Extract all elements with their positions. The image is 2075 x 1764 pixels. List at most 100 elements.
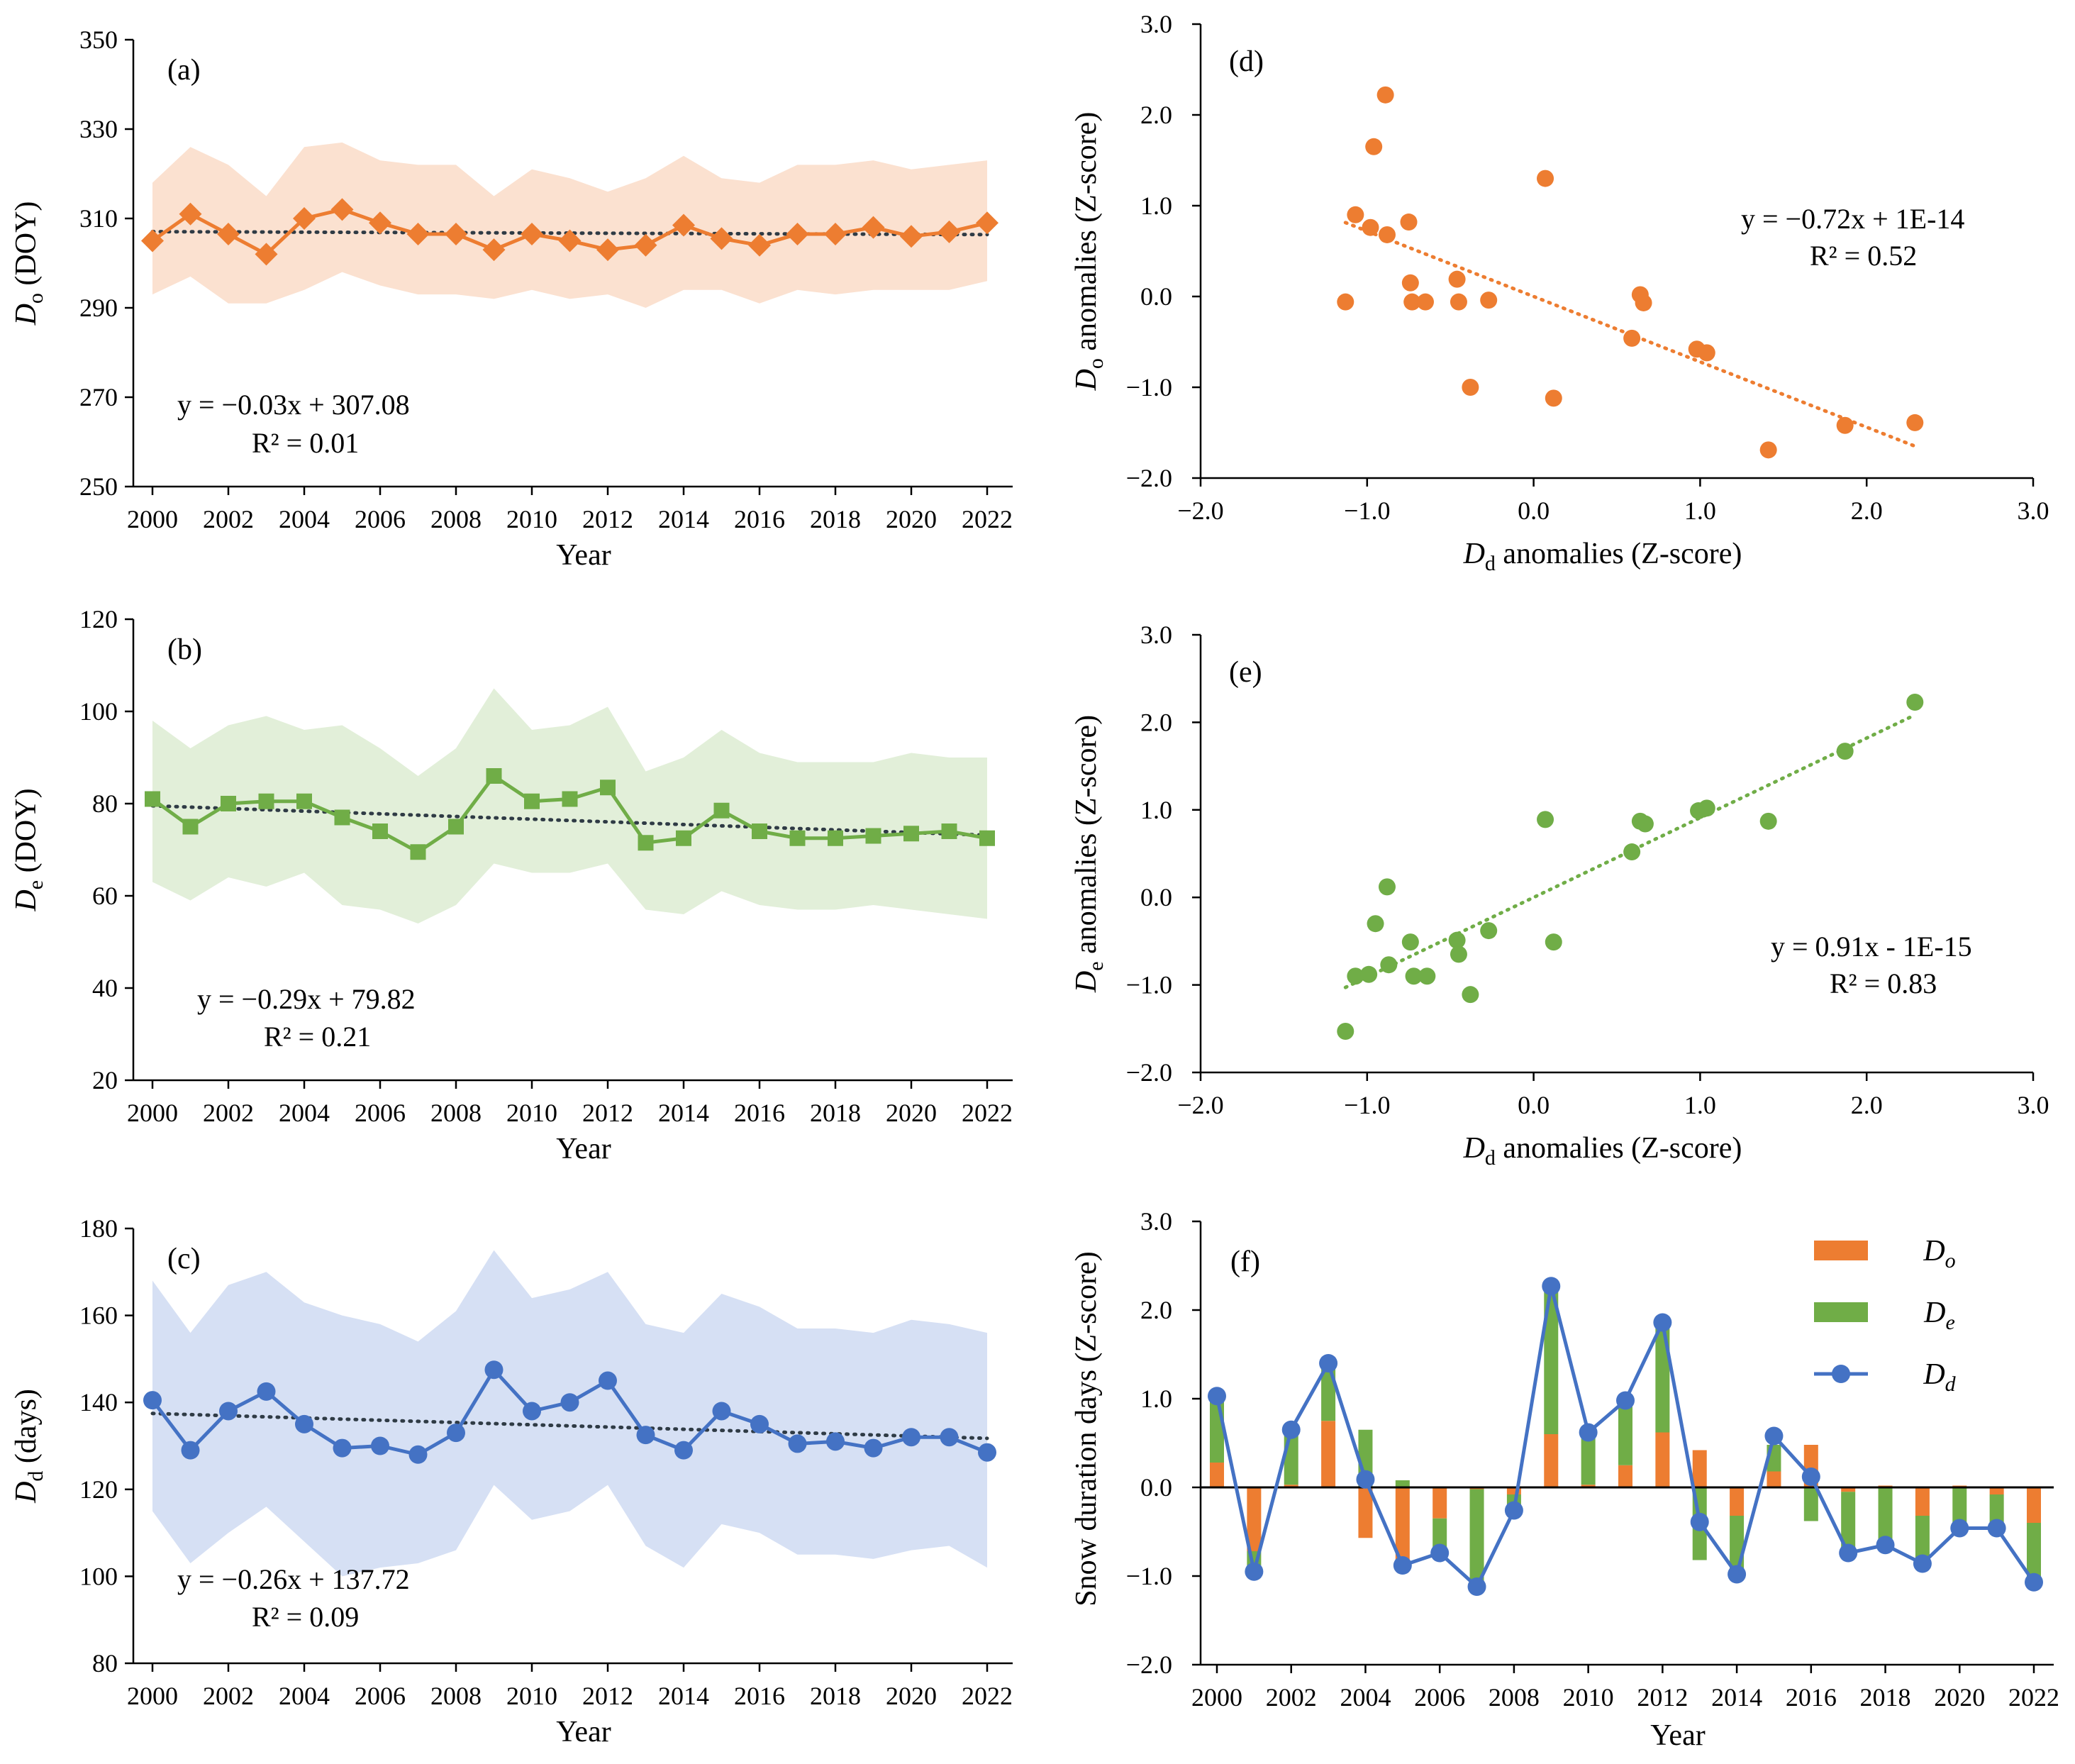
data-point: [1347, 967, 1364, 985]
panel-label: (b): [167, 633, 202, 666]
x-tick-label: 1.0: [1684, 1091, 1716, 1119]
y-tick-label: −1.0: [1126, 373, 1172, 401]
y-tick-label: 250: [79, 472, 118, 501]
x-tick-label: −1.0: [1344, 1091, 1390, 1119]
bar-Do-2015: [1767, 1471, 1781, 1487]
data-point-2015: [712, 1402, 731, 1421]
x-tick-label: 0.0: [1518, 497, 1550, 525]
y-axis-title: Do anomalies (Z-score): [1070, 112, 1108, 392]
data-point-2017: [786, 223, 809, 246]
y-tick-label: 270: [79, 383, 118, 411]
bar-Do-2021: [1989, 1487, 2004, 1494]
x-tick-label: 2016: [734, 1682, 785, 1710]
regression-equation: y = −0.29x + 79.82: [197, 983, 416, 1015]
bar-Do-2011: [1618, 1465, 1632, 1487]
panel-label: (e): [1229, 656, 1262, 689]
data-point-2019: [864, 1438, 883, 1458]
data-point: [1480, 922, 1498, 940]
data-point-2003: [257, 1382, 276, 1401]
dd-point-2007: [1467, 1577, 1486, 1596]
data-point-2014: [672, 213, 695, 237]
data-point-2016: [752, 823, 767, 839]
data-point: [1448, 931, 1466, 949]
dd-point-2022: [2025, 1572, 2043, 1592]
data-point-2017: [788, 1434, 807, 1453]
data-point-2008: [445, 223, 467, 246]
x-tick-label: 2020: [886, 1682, 937, 1710]
data-point: [1347, 206, 1364, 223]
data-point: [1836, 416, 1854, 434]
y-tick-label: 100: [79, 1562, 118, 1590]
bar-Do-2003: [1321, 1421, 1336, 1487]
x-tick-label: 3.0: [2018, 497, 2049, 525]
bar-Do-2006: [1433, 1487, 1447, 1519]
dd-point-2000: [1208, 1387, 1226, 1406]
legend-swatch-do: [1814, 1241, 1868, 1260]
x-tick-label: 2022: [2008, 1683, 2059, 1712]
bar-De-2009: [1544, 1285, 1559, 1434]
x-tick-label: 2000: [127, 1099, 178, 1127]
data-point: [1906, 414, 1924, 431]
data-point-2007: [406, 223, 430, 246]
data-point: [1376, 86, 1394, 104]
x-tick-label: 2014: [1711, 1683, 1762, 1712]
x-tick-label: 2012: [582, 1682, 633, 1710]
data-point: [1635, 294, 1652, 311]
data-point: [1462, 986, 1479, 1004]
y-tick-label: 3.0: [1140, 10, 1172, 38]
dd-point-2019: [1913, 1554, 1932, 1573]
data-point-2014: [676, 830, 691, 846]
data-point: [1836, 743, 1854, 760]
data-point-2008: [447, 1424, 465, 1443]
bar-De-2007: [1469, 1489, 1484, 1587]
data-point-2011: [562, 791, 578, 807]
y-axis-title: Snow duration days (Z-score): [1070, 1251, 1103, 1606]
regression-equation: y = −0.03x + 307.08: [177, 389, 410, 421]
y-tick-label: −1.0: [1126, 971, 1172, 999]
y-tick-label: 2.0: [1140, 708, 1172, 736]
data-point-2022: [976, 211, 998, 235]
data-point: [1403, 293, 1421, 311]
y-tick-label: 80: [92, 789, 118, 818]
data-point: [1418, 967, 1436, 985]
data-point-2001: [181, 1441, 200, 1460]
y-tick-label: 60: [92, 882, 118, 910]
x-tick-label: 2000: [127, 505, 178, 533]
x-tick-label: 2006: [355, 1682, 406, 1710]
data-point-2011: [558, 229, 582, 253]
dd-point-2004: [1356, 1470, 1375, 1489]
data-point: [1698, 344, 1715, 362]
data-point-2005: [333, 1438, 352, 1458]
x-tick-label: 2022: [962, 505, 1013, 533]
x-tick-label: 2020: [886, 1099, 937, 1127]
r-squared: R² = 0.01: [252, 427, 359, 459]
dd-point-2020: [1950, 1519, 1969, 1538]
x-tick-label: 2006: [355, 1099, 406, 1127]
bar-De-2005: [1395, 1480, 1410, 1487]
data-point-2022: [979, 830, 995, 846]
data-point: [1906, 694, 1924, 711]
uncertainty-band: [152, 142, 987, 308]
data-point-2000: [145, 791, 160, 807]
dd-point-2006: [1430, 1543, 1450, 1563]
data-point-2002: [221, 796, 236, 811]
y-tick-label: 350: [79, 26, 118, 54]
data-point-2011: [560, 1393, 579, 1412]
data-point-2010: [523, 1402, 541, 1421]
data-point: [1623, 843, 1641, 861]
data-point: [1462, 379, 1479, 396]
data-point-2016: [748, 233, 771, 257]
r-squared: R² = 0.09: [252, 1601, 359, 1633]
dd-point-2005: [1393, 1556, 1412, 1575]
panel-c-trend-dd: 80 100 120 140 160 180 2000 2002 2004 2006 2008 201…: [10, 1214, 1013, 1748]
y-tick-label: −2.0: [1126, 464, 1172, 492]
data-point-2000: [143, 1391, 162, 1410]
panel-label: (c): [167, 1243, 201, 1275]
y-tick-label: 120: [79, 1475, 118, 1504]
y-tick-label: 20: [92, 1066, 118, 1094]
x-axis-title: Dd anomalies (Z-score): [1463, 538, 1742, 575]
data-point-2018: [828, 830, 843, 846]
data-point-2001: [182, 819, 199, 835]
data-point: [1401, 933, 1419, 951]
y-tick-label: 0.0: [1140, 1473, 1172, 1502]
